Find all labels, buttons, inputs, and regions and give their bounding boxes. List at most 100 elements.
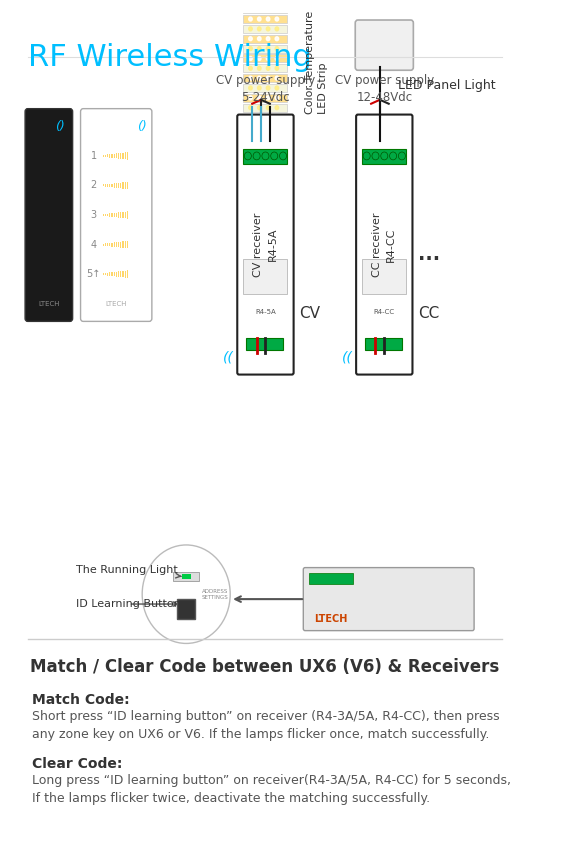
Bar [362,259,406,294]
Text: R4-CC: R4-CC [374,309,395,315]
Text: LTECH: LTECH [314,614,347,624]
Text: CC receiver
R4-CC: CC receiver R4-CC [372,212,396,277]
Circle shape [275,47,279,50]
Bar [112,154,113,158]
Bar [244,259,287,294]
Text: ADDRESS
SETTINGS: ADDRESS SETTINGS [202,589,229,600]
Circle shape [372,152,379,160]
Bar [120,242,122,247]
Bar [114,272,115,277]
Circle shape [258,7,261,11]
Circle shape [258,86,261,90]
Circle shape [275,7,279,11]
Circle shape [266,36,270,41]
Circle shape [266,27,270,31]
Bar [107,154,108,158]
Text: (): () [137,120,147,133]
Text: 3: 3 [90,210,97,220]
Bar [112,184,113,187]
Bar [107,184,108,187]
Text: CV: CV [299,306,320,321]
Circle shape [258,17,261,21]
Text: ID Learning Button: ID Learning Button [76,599,181,609]
Bar [244,55,287,62]
Bar [109,272,110,276]
Text: CV power supply
5-24Vdc: CV power supply 5-24Vdc [216,75,315,104]
Bar [112,213,113,217]
Bar [120,212,122,218]
FancyBboxPatch shape [244,149,287,164]
Bar [116,153,117,159]
Circle shape [249,106,252,109]
Circle shape [279,152,287,160]
Circle shape [244,152,251,160]
Bar [112,243,113,246]
Bar [114,243,115,247]
Circle shape [258,96,261,100]
Text: Long press “ID learning button” on receiver(R4-3A/5A, R4-CC) for 5 seconds,
If t: Long press “ID learning button” on recei… [32,774,511,805]
Circle shape [249,36,252,41]
Bar [120,183,122,188]
Circle shape [275,106,279,109]
Bar [118,212,119,218]
Circle shape [275,17,279,21]
Circle shape [249,86,252,90]
Bar [244,75,287,82]
Circle shape [381,152,388,160]
FancyBboxPatch shape [246,338,283,350]
Circle shape [249,56,252,61]
FancyBboxPatch shape [362,149,406,164]
Bar [122,182,123,189]
Circle shape [275,86,279,90]
Bar [107,213,108,217]
Text: ((: (( [342,351,353,365]
Bar [125,271,126,277]
Bar [178,599,195,619]
Circle shape [363,152,370,160]
Circle shape [266,106,270,109]
Bar [118,271,119,277]
Text: ((: (( [223,351,234,365]
Bar [244,35,287,42]
Circle shape [266,47,270,50]
Circle shape [249,76,252,80]
Bar [122,212,123,218]
Circle shape [258,36,261,41]
Circle shape [258,76,261,80]
Circle shape [258,0,261,2]
Bar [109,213,110,217]
Bar [244,64,287,72]
Text: Clear Code:: Clear Code: [32,757,122,771]
Circle shape [275,56,279,61]
Bar [116,242,117,247]
Bar [102,244,104,245]
Circle shape [249,0,252,2]
Bar [105,273,106,276]
Bar [310,572,353,584]
Circle shape [275,0,279,2]
Bar [105,214,106,216]
Circle shape [266,56,270,61]
Bar [102,155,104,157]
Text: 2: 2 [90,180,97,191]
Bar [244,104,287,112]
Text: CV receiver
R4-5A: CV receiver R4-5A [253,212,278,277]
Circle shape [275,66,279,70]
Bar [105,154,106,157]
Text: 5↑: 5↑ [86,269,101,279]
Circle shape [262,152,269,160]
Bar [116,212,117,218]
Bar [127,241,128,248]
Bar [127,212,128,218]
FancyBboxPatch shape [355,20,413,70]
Circle shape [271,152,278,160]
Circle shape [142,545,230,643]
Circle shape [266,96,270,100]
Bar [127,153,128,160]
Circle shape [249,47,252,50]
Bar [125,241,126,248]
Bar [114,183,115,187]
Circle shape [275,76,279,80]
FancyBboxPatch shape [303,568,474,630]
Bar [102,185,104,186]
